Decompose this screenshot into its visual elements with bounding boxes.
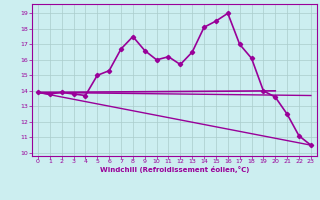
X-axis label: Windchill (Refroidissement éolien,°C): Windchill (Refroidissement éolien,°C): [100, 166, 249, 173]
